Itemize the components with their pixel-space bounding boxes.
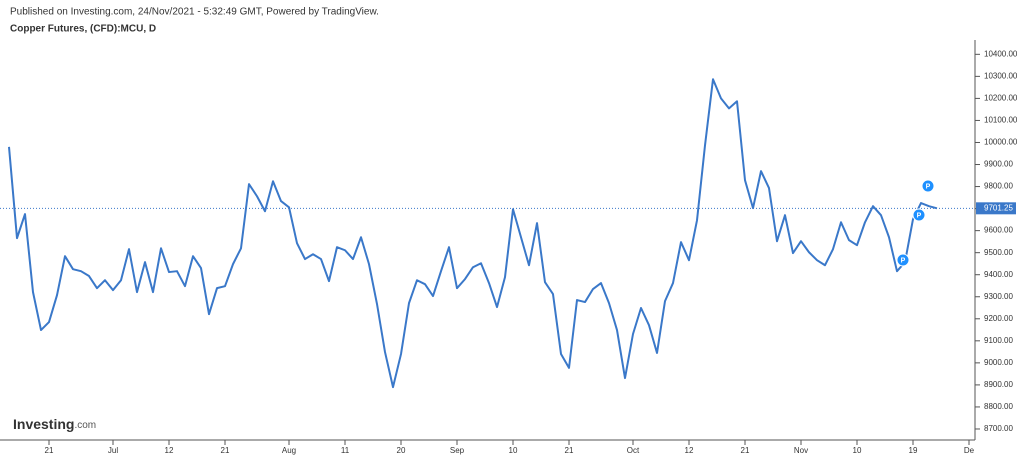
y-tick-label: 8800.00 xyxy=(984,402,1013,411)
x-tick-label: De xyxy=(964,446,975,455)
x-tick-label: Nov xyxy=(794,446,808,455)
x-tick-label: 11 xyxy=(341,446,350,455)
x-tick-label: Aug xyxy=(282,446,296,455)
x-tick-label: 10 xyxy=(853,446,862,455)
y-tick-label: 9500.00 xyxy=(984,248,1013,257)
chart-title: Copper Futures, (CFD):MCU, D xyxy=(10,24,156,35)
marker-label: P xyxy=(926,183,931,190)
logo-main: Investing xyxy=(13,416,74,432)
y-tick-label: 9600.00 xyxy=(984,226,1013,235)
x-tick-label: 21 xyxy=(565,446,574,455)
y-tick-label: 10100.00 xyxy=(984,116,1018,125)
x-tick-label: Jul xyxy=(108,446,118,455)
y-tick-label: 9900.00 xyxy=(984,160,1013,169)
x-tick-label: 21 xyxy=(741,446,750,455)
x-tick-label: 12 xyxy=(685,446,694,455)
y-tick-label: 8900.00 xyxy=(984,380,1013,389)
y-tick-label: 10000.00 xyxy=(984,138,1018,147)
marker xyxy=(912,208,926,222)
y-tick-label: 9200.00 xyxy=(984,314,1013,323)
logo-suffix: .com xyxy=(74,420,96,431)
x-tick-label: 21 xyxy=(45,446,54,455)
marker-label: P xyxy=(901,257,906,264)
last-price-label: 9701.25 xyxy=(984,203,1013,212)
x-tick-label: 20 xyxy=(397,446,406,455)
y-tick-label: 9000.00 xyxy=(984,358,1013,367)
y-tick-label: 10400.00 xyxy=(984,49,1018,58)
x-tick-label: Sep xyxy=(450,446,465,455)
y-tick-label: 10300.00 xyxy=(984,71,1018,80)
x-tick-label: Oct xyxy=(627,446,640,455)
y-tick-label: 9100.00 xyxy=(984,336,1013,345)
y-tick-label: 9400.00 xyxy=(984,270,1013,279)
x-tick-label: 19 xyxy=(909,446,918,455)
logo: Investing.com xyxy=(13,416,96,432)
x-tick-label: 21 xyxy=(221,446,230,455)
y-tick-label: 8700.00 xyxy=(984,424,1013,433)
price-line xyxy=(8,78,938,389)
marker xyxy=(921,179,935,193)
marker xyxy=(896,253,910,267)
x-tick-label: 12 xyxy=(165,446,174,455)
y-tick-label: 9800.00 xyxy=(984,182,1013,191)
x-tick-label: 10 xyxy=(509,446,518,455)
published-note: Published on Investing.com, 24/Nov/2021 … xyxy=(10,7,379,18)
last-price-box xyxy=(976,202,1016,215)
y-tick-label: 9300.00 xyxy=(984,292,1013,301)
y-tick-label: 10200.00 xyxy=(984,94,1018,103)
marker-label: P xyxy=(917,212,922,219)
